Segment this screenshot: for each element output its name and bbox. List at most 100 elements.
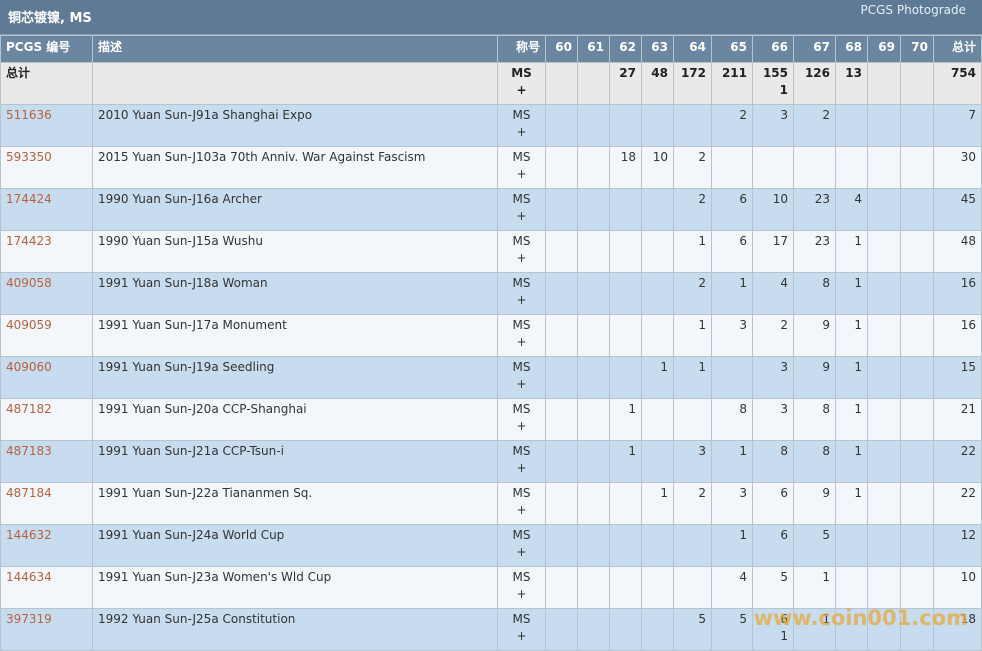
pcgs-id-link[interactable]: 174424 <box>6 192 52 206</box>
data-row: 409058 1991 Yuan Sun-J18a Woman MS +2 1 4 8 1 1… <box>0 272 982 315</box>
column-header: 称号 <box>497 35 546 63</box>
cell <box>867 188 901 231</box>
pcgs-id-link[interactable]: 397319 <box>6 612 52 626</box>
cell: 1 <box>835 230 868 273</box>
cell: MS + <box>497 272 546 315</box>
data-row: 144634 1991 Yuan Sun-J23a Women's Wld Cup… <box>0 566 982 609</box>
cell: 6 1 <box>752 608 794 651</box>
cell: 3 <box>752 398 794 441</box>
cell <box>673 524 712 567</box>
cell: 2 <box>673 146 712 189</box>
cell: 1991 Yuan Sun-J21a CCP-Tsun-i <box>92 440 498 483</box>
pcgs-id-link[interactable]: 409059 <box>6 318 52 332</box>
cell: MS + <box>497 314 546 357</box>
cell: MS + <box>497 146 546 189</box>
cell <box>92 62 498 105</box>
cell: 2015 Yuan Sun-J103a 70th Anniv. War Agai… <box>92 146 498 189</box>
column-header: 60 <box>545 35 578 63</box>
cell <box>545 230 578 273</box>
cell: 1 <box>711 440 753 483</box>
cell: MS + <box>497 188 546 231</box>
header-row: PCGS 编号 描述 称号 60 61 62 63 64 65 66 67 68 69 70 总计 <box>0 35 982 63</box>
cell: 487183 <box>0 440 93 483</box>
cell <box>641 188 674 231</box>
cell: 1990 Yuan Sun-J15a Wushu <box>92 230 498 273</box>
cell <box>641 608 674 651</box>
pcgs-id-link[interactable]: 174423 <box>6 234 52 248</box>
cell: 22 <box>933 482 982 525</box>
cell <box>835 608 868 651</box>
cell: 3 <box>711 482 753 525</box>
cell: 总计 <box>0 62 93 105</box>
cell: 16 <box>933 272 982 315</box>
pcgs-id-link[interactable]: 144632 <box>6 528 52 542</box>
pcgs-id-link[interactable]: 487182 <box>6 402 52 416</box>
cell: 45 <box>933 188 982 231</box>
cell: 22 <box>933 440 982 483</box>
cell: 5 <box>752 566 794 609</box>
cell <box>609 272 642 315</box>
cell: 2010 Yuan Sun-J91a Shanghai Expo <box>92 104 498 147</box>
cell <box>641 524 674 567</box>
cell <box>609 230 642 273</box>
column-header: 66 <box>752 35 794 63</box>
pcgs-id-link[interactable]: 144634 <box>6 570 52 584</box>
header-bar: 铜芯镀镍, MS PCGS Photograde <box>0 0 982 35</box>
cell <box>545 356 578 399</box>
cell <box>609 482 642 525</box>
cell: 10 <box>641 146 674 189</box>
pcgs-id-link[interactable]: 487184 <box>6 486 52 500</box>
photograde-link[interactable]: PCGS Photograde <box>860 3 966 17</box>
pcgs-id-link[interactable]: 409060 <box>6 360 52 374</box>
data-row: 144632 1991 Yuan Sun-J24a World Cup MS + 1 6… <box>0 524 982 567</box>
cell <box>900 482 934 525</box>
cell <box>673 104 712 147</box>
cell: 1 <box>835 356 868 399</box>
cell: 1 <box>641 482 674 525</box>
cell: 3 <box>673 440 712 483</box>
cell <box>641 104 674 147</box>
cell: 593350 <box>0 146 93 189</box>
cell: 3 <box>752 104 794 147</box>
cell: 409060 <box>0 356 93 399</box>
cell: 2 <box>793 104 836 147</box>
pcgs-id-link[interactable]: 511636 <box>6 108 52 122</box>
cell <box>609 524 642 567</box>
cell <box>835 524 868 567</box>
cell: MS + <box>497 104 546 147</box>
cell: 1991 Yuan Sun-J17a Monument <box>92 314 498 357</box>
data-row: 409060 1991 Yuan Sun-J19a Seedling MS +1 1 3… <box>0 356 982 399</box>
cell <box>867 272 901 315</box>
data-row: 487184 1991 Yuan Sun-J22a Tiananmen Sq. MS… <box>0 482 982 525</box>
cell: 3 <box>711 314 753 357</box>
pcgs-id-link[interactable]: 409058 <box>6 276 52 290</box>
cell <box>673 566 712 609</box>
cell: 1991 Yuan Sun-J18a Woman <box>92 272 498 315</box>
pcgs-id-link[interactable]: 593350 <box>6 150 52 164</box>
cell <box>835 104 868 147</box>
data-row: 174423 1990 Yuan Sun-J15a Wushu MS +1 6 17 23… <box>0 230 982 273</box>
cell: 155 1 <box>752 62 794 105</box>
cell: 1 <box>641 356 674 399</box>
cell <box>609 188 642 231</box>
cell: 7 <box>933 104 982 147</box>
cell <box>867 524 901 567</box>
cell <box>577 440 610 483</box>
cell <box>641 314 674 357</box>
cell: MS + <box>497 398 546 441</box>
cell: 1992 Yuan Sun-J25a Constitution <box>92 608 498 651</box>
cell <box>545 188 578 231</box>
watermark: www.coin001.com <box>753 606 968 630</box>
cell <box>545 440 578 483</box>
cell <box>641 440 674 483</box>
data-row: 487183 1991 Yuan Sun-J21a CCP-Tsun-i MS + 1… <box>0 440 982 483</box>
column-header: 69 <box>867 35 901 63</box>
cell <box>577 482 610 525</box>
cell: 1 <box>609 440 642 483</box>
cell: 8 <box>793 272 836 315</box>
cell: MS + <box>497 62 546 105</box>
total-row: 总计 MS + 27 48 172 211 155 1 126 13 754 <box>0 62 982 105</box>
cell: 144632 <box>0 524 93 567</box>
cell: 23 <box>793 230 836 273</box>
pcgs-id-link[interactable]: 487183 <box>6 444 52 458</box>
